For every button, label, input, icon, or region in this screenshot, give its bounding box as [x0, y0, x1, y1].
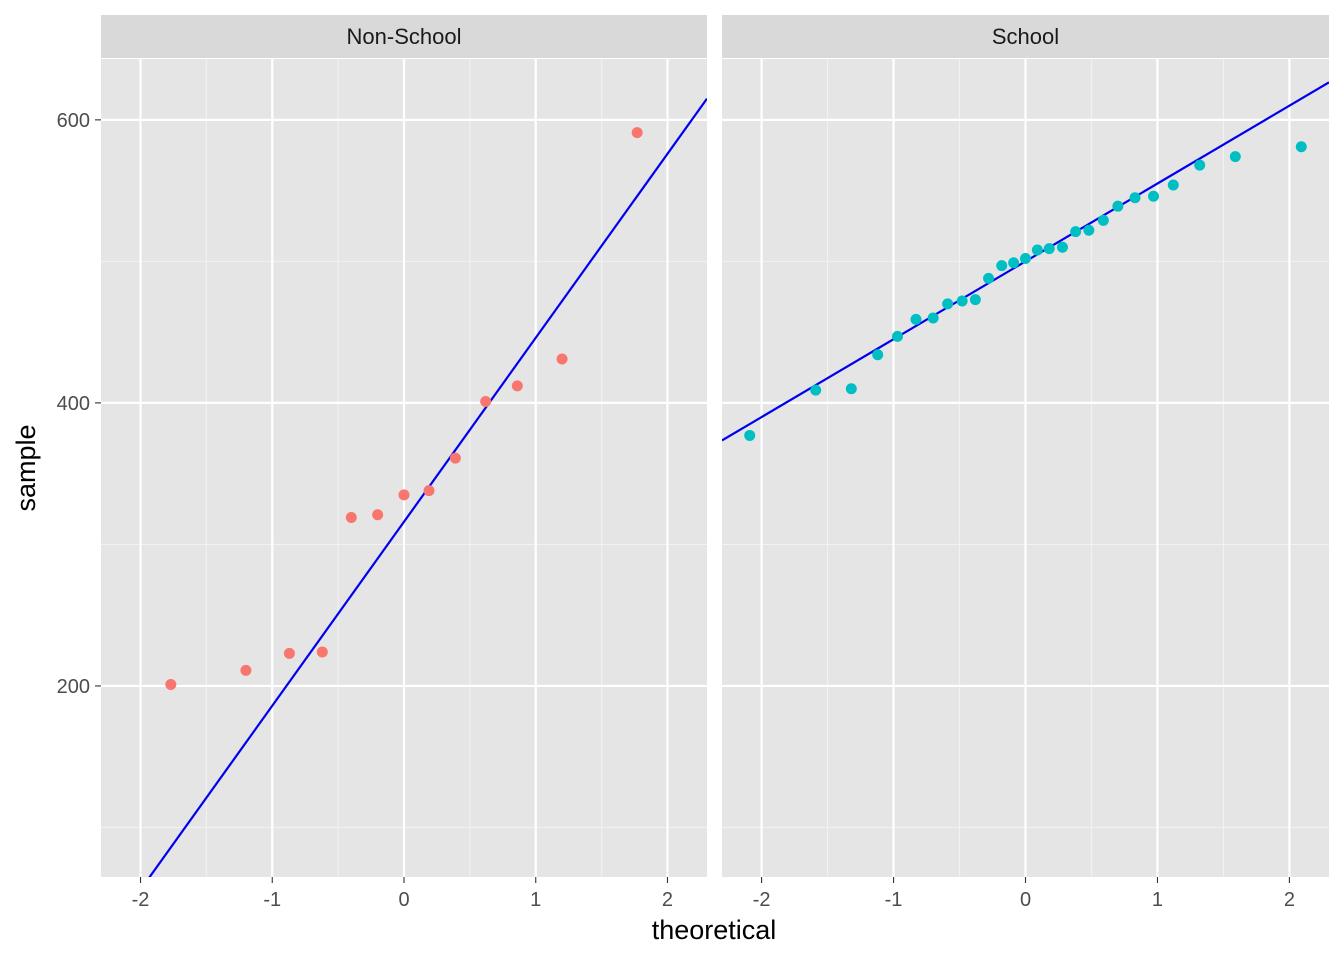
data-point [1167, 179, 1179, 191]
data-point [1008, 257, 1020, 269]
data-point [1229, 151, 1241, 163]
x-tick-label: -2 [132, 889, 150, 911]
data-point [1129, 192, 1141, 204]
x-tick-label: 2 [662, 889, 673, 911]
data-point [283, 647, 295, 659]
data-point [1031, 244, 1043, 256]
data-point [316, 646, 328, 658]
data-point [810, 384, 822, 396]
y-tick-label: 400 [57, 393, 90, 415]
y-tick-label: 200 [57, 676, 90, 698]
data-point [910, 313, 922, 325]
data-point [165, 679, 177, 691]
data-point [1020, 253, 1031, 265]
qq-reference-line [148, 97, 707, 877]
data-point [1070, 226, 1082, 238]
data-point [511, 380, 523, 392]
data-point [240, 664, 252, 676]
facet-panel-0: Non-School -2 -1 0 1 2 [101, 15, 707, 911]
x-tick-label: 0 [398, 889, 409, 911]
data-point [1147, 190, 1159, 202]
data-point [744, 429, 756, 441]
data-point [1194, 159, 1206, 171]
x-tick-label: -1 [885, 889, 903, 911]
data-point [398, 489, 410, 501]
x-tick-label: -1 [263, 889, 281, 911]
x-axis-title: theoretical [652, 915, 777, 945]
facet-strip [101, 15, 707, 58]
x-tick-label: -2 [753, 889, 771, 911]
data-point [449, 452, 461, 464]
data-point [892, 330, 904, 342]
data-point [480, 395, 492, 407]
data-point [956, 295, 968, 307]
y-axis-title: sample [11, 424, 41, 511]
facet-panel-1: School -2 -1 0 1 2 [722, 15, 1329, 911]
data-point [631, 127, 643, 139]
y-tick-label: 600 [57, 110, 90, 132]
data-point [969, 294, 981, 306]
x-tick-label: 2 [1284, 889, 1295, 911]
data-point [942, 298, 954, 310]
data-point [423, 485, 435, 497]
data-point [927, 312, 939, 324]
data-point [372, 509, 384, 521]
data-point [1097, 214, 1109, 226]
data-point [556, 353, 568, 365]
facet-strip-label: School [992, 24, 1059, 49]
data-point [845, 383, 857, 395]
x-tick-label: 0 [1020, 889, 1031, 911]
facet-strip [722, 15, 1329, 58]
data-point [996, 260, 1008, 272]
data-point [983, 272, 995, 284]
data-point [872, 349, 884, 361]
data-point [1083, 224, 1095, 236]
data-point [345, 512, 357, 524]
x-tick-label: 1 [530, 889, 541, 911]
y-axis: 200 400 600 [57, 110, 101, 698]
data-point [1056, 241, 1068, 253]
data-point [1043, 243, 1055, 255]
facet-strip-label: Non-School [347, 24, 462, 49]
data-point [1295, 141, 1307, 153]
x-tick-label: 1 [1152, 889, 1163, 911]
data-point [1112, 200, 1124, 212]
